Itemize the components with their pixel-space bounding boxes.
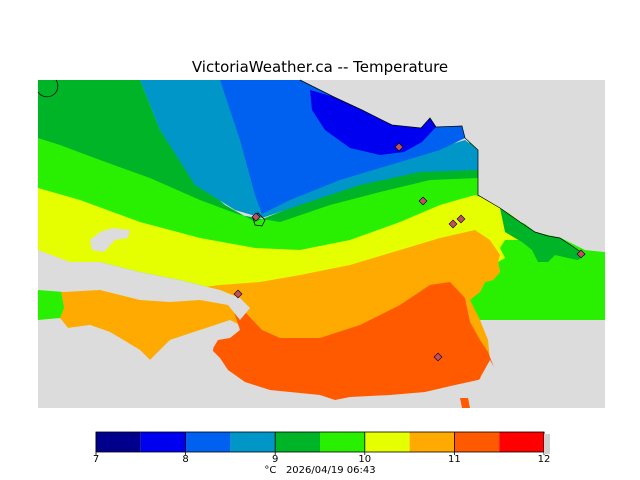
scale-tick-label: 7: [92, 454, 100, 465]
scale-bin-9: [499, 432, 544, 452]
corner-island: [37, 79, 59, 98]
unit-label: °C: [264, 465, 277, 476]
station-marker[interactable]: [448, 219, 458, 229]
scale-bin-6: [364, 432, 410, 452]
scale-bin-8: [454, 432, 500, 452]
station-markers: [233, 142, 586, 362]
coastline-water: [38, 80, 605, 408]
east-water: [478, 80, 605, 252]
scale-bin-4: [275, 432, 320, 452]
band-9-to-9-5: [38, 80, 478, 222]
map-title: VictoriaWeather.ca -- Temperature: [191, 58, 449, 76]
scale-bin-5: [320, 432, 365, 452]
east-peninsula: [500, 208, 585, 262]
land-south: [38, 188, 535, 408]
band-8-to-8-5: [220, 80, 465, 214]
scale-bin-0: [96, 432, 141, 452]
station-marker[interactable]: [456, 214, 466, 224]
color-scale: [95, 431, 545, 455]
legend-footer: °C 2026/04/19 06:43: [0, 465, 640, 476]
scale-shadow: [544, 434, 550, 454]
north-water: [300, 80, 478, 150]
scale-tick-label: 11: [448, 454, 461, 465]
south-islet: [460, 398, 470, 408]
scale-bin-1: [140, 432, 186, 452]
band-8-5-to-9: [140, 80, 478, 218]
station-marker[interactable]: [433, 352, 443, 362]
scale-tick-label: 9: [272, 454, 279, 465]
scale-tick-label: 12: [537, 454, 551, 465]
station-marker[interactable]: [394, 142, 404, 152]
scale-tick-label: 8: [182, 454, 189, 465]
scale-tick-label: 10: [358, 454, 372, 465]
scale-bin-2: [185, 432, 231, 452]
band-11-to-11-5: [212, 282, 495, 400]
strait-south: [38, 318, 335, 408]
inlet-west: [90, 228, 130, 252]
coastline-north: [299, 79, 586, 256]
scale-bin-7: [409, 432, 455, 452]
station-marker[interactable]: [576, 249, 586, 259]
station-marker[interactable]: [251, 212, 261, 222]
timestamp: 2026/04/19 06:43: [285, 465, 376, 476]
scale-bin-3: [230, 432, 276, 452]
band-7-5-to-8: [310, 90, 436, 155]
station-marker[interactable]: [233, 289, 243, 299]
station-marker[interactable]: [418, 196, 428, 206]
